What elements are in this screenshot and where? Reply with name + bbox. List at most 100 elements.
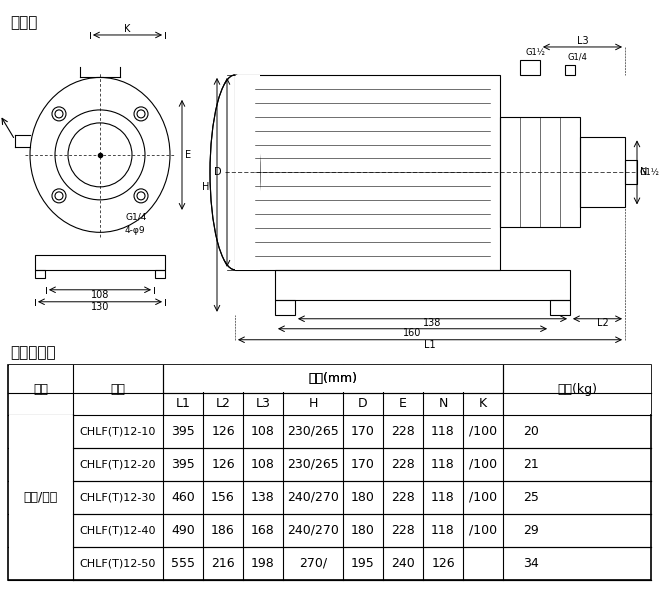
Text: 186: 186 [211,524,235,537]
Bar [35,255,165,270]
Text: N: N [640,168,647,177]
Bar [625,160,637,185]
Text: L2: L2 [215,397,231,410]
Text: G1/4: G1/4 [125,213,146,222]
Text: 118: 118 [431,524,455,537]
Bar [163,365,503,392]
Bar [520,60,540,75]
Text: G1/4: G1/4 [567,53,587,62]
Text: 160: 160 [403,328,422,338]
Text: 25: 25 [523,491,539,504]
Text: 重量(kg): 重量(kg) [557,384,597,396]
Text: D: D [358,397,368,410]
Text: 118: 118 [431,458,455,471]
Bar [9,365,72,414]
Text: L1: L1 [424,339,436,350]
Text: N: N [438,397,447,410]
Text: 228: 228 [391,491,415,504]
Text: 118: 118 [431,491,455,504]
Text: 228: 228 [391,524,415,537]
Text: 4-φ9: 4-φ9 [125,226,146,235]
Text: K: K [479,397,487,410]
Text: 170: 170 [351,458,375,471]
Text: K: K [124,24,130,34]
Text: 490: 490 [171,524,195,537]
Text: 29: 29 [523,524,539,537]
Text: 108: 108 [251,458,275,471]
Text: 126: 126 [211,425,235,438]
Text: /100: /100 [469,425,497,438]
Text: 240: 240 [391,557,415,570]
Text: H: H [202,182,209,192]
Bar [8,365,651,580]
Bar [500,118,580,227]
Bar [580,137,625,207]
Bar [74,365,163,414]
Text: CHLF(T)12-20: CHLF(T)12-20 [80,459,156,469]
Text: 240/270: 240/270 [287,491,339,504]
Text: /100: /100 [469,524,497,537]
Text: 安装图: 安装图 [10,15,38,30]
Text: 118: 118 [431,425,455,438]
Text: /100: /100 [469,458,497,471]
Text: L3: L3 [256,397,270,410]
Text: H: H [308,397,318,410]
Text: 20: 20 [523,425,539,438]
Text: CHLF(T)12-50: CHLF(T)12-50 [80,558,156,569]
Text: 168: 168 [251,524,275,537]
Bar [503,365,650,414]
Text: 230/265: 230/265 [287,458,339,471]
Bar [235,75,500,270]
Text: 230/265: 230/265 [287,425,339,438]
Text: 460: 460 [171,491,195,504]
Text: 198: 198 [251,557,275,570]
Text: 138: 138 [423,318,442,328]
Text: 108: 108 [91,290,109,300]
Text: /100: /100 [469,491,497,504]
Text: CHLF(T)12-10: CHLF(T)12-10 [80,426,156,437]
Text: 216: 216 [211,557,235,570]
Text: L3: L3 [577,36,588,46]
Text: L1: L1 [175,397,190,410]
Text: 195: 195 [351,557,375,570]
Bar [9,415,72,579]
Text: CHLF(T)12-30: CHLF(T)12-30 [80,493,156,502]
Bar [275,270,570,300]
Text: 138: 138 [251,491,275,504]
Text: 395: 395 [171,425,195,438]
Text: 三相/单相: 三相/单相 [23,491,57,504]
Text: 130: 130 [91,302,109,312]
Text: 240/270: 240/270 [287,524,339,537]
Text: 156: 156 [211,491,235,504]
Text: E: E [399,397,407,410]
Text: G1½: G1½ [639,168,659,177]
Text: 108: 108 [251,425,275,438]
Text: 尺寸(mm): 尺寸(mm) [308,372,357,385]
Text: 尺寸(mm): 尺寸(mm) [308,372,357,385]
Bar [275,300,295,315]
Bar [35,270,45,278]
Text: D: D [214,168,222,177]
Text: E: E [185,150,191,160]
Text: L2: L2 [596,318,608,328]
Text: 电机: 电机 [33,384,48,396]
Text: 395: 395 [171,458,195,471]
Text: 270/: 270/ [299,557,327,570]
Text: CHLF(T)12-40: CHLF(T)12-40 [80,525,156,535]
Text: 180: 180 [351,524,375,537]
Bar [155,270,165,278]
Bar [550,300,570,315]
Text: 228: 228 [391,458,415,471]
Text: G1½: G1½ [525,48,545,57]
Text: 21: 21 [523,458,539,471]
Text: 228: 228 [391,425,415,438]
Text: 170: 170 [351,425,375,438]
Text: 180: 180 [351,491,375,504]
Text: 型号: 型号 [111,384,125,396]
Text: 126: 126 [211,458,235,471]
Text: 126: 126 [431,557,455,570]
Bar [235,75,260,270]
Text: 34: 34 [523,557,539,570]
Text: 555: 555 [171,557,195,570]
Text: 尺寸和重量: 尺寸和重量 [10,345,55,359]
